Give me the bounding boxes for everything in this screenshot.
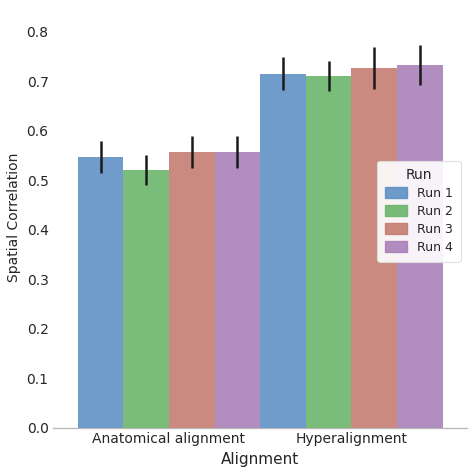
Y-axis label: Spatial Correlation: Spatial Correlation	[7, 153, 21, 282]
Bar	[215, 152, 260, 428]
Bar	[169, 152, 215, 428]
Bar	[351, 68, 397, 428]
X-axis label: Alignment: Alignment	[221, 452, 300, 467]
Bar	[260, 74, 306, 428]
Bar	[397, 65, 443, 428]
Bar	[123, 170, 169, 428]
Legend: Run 1, Run 2, Run 3, Run 4: Run 1, Run 2, Run 3, Run 4	[377, 161, 461, 262]
Bar	[306, 76, 351, 428]
Bar	[78, 157, 123, 428]
